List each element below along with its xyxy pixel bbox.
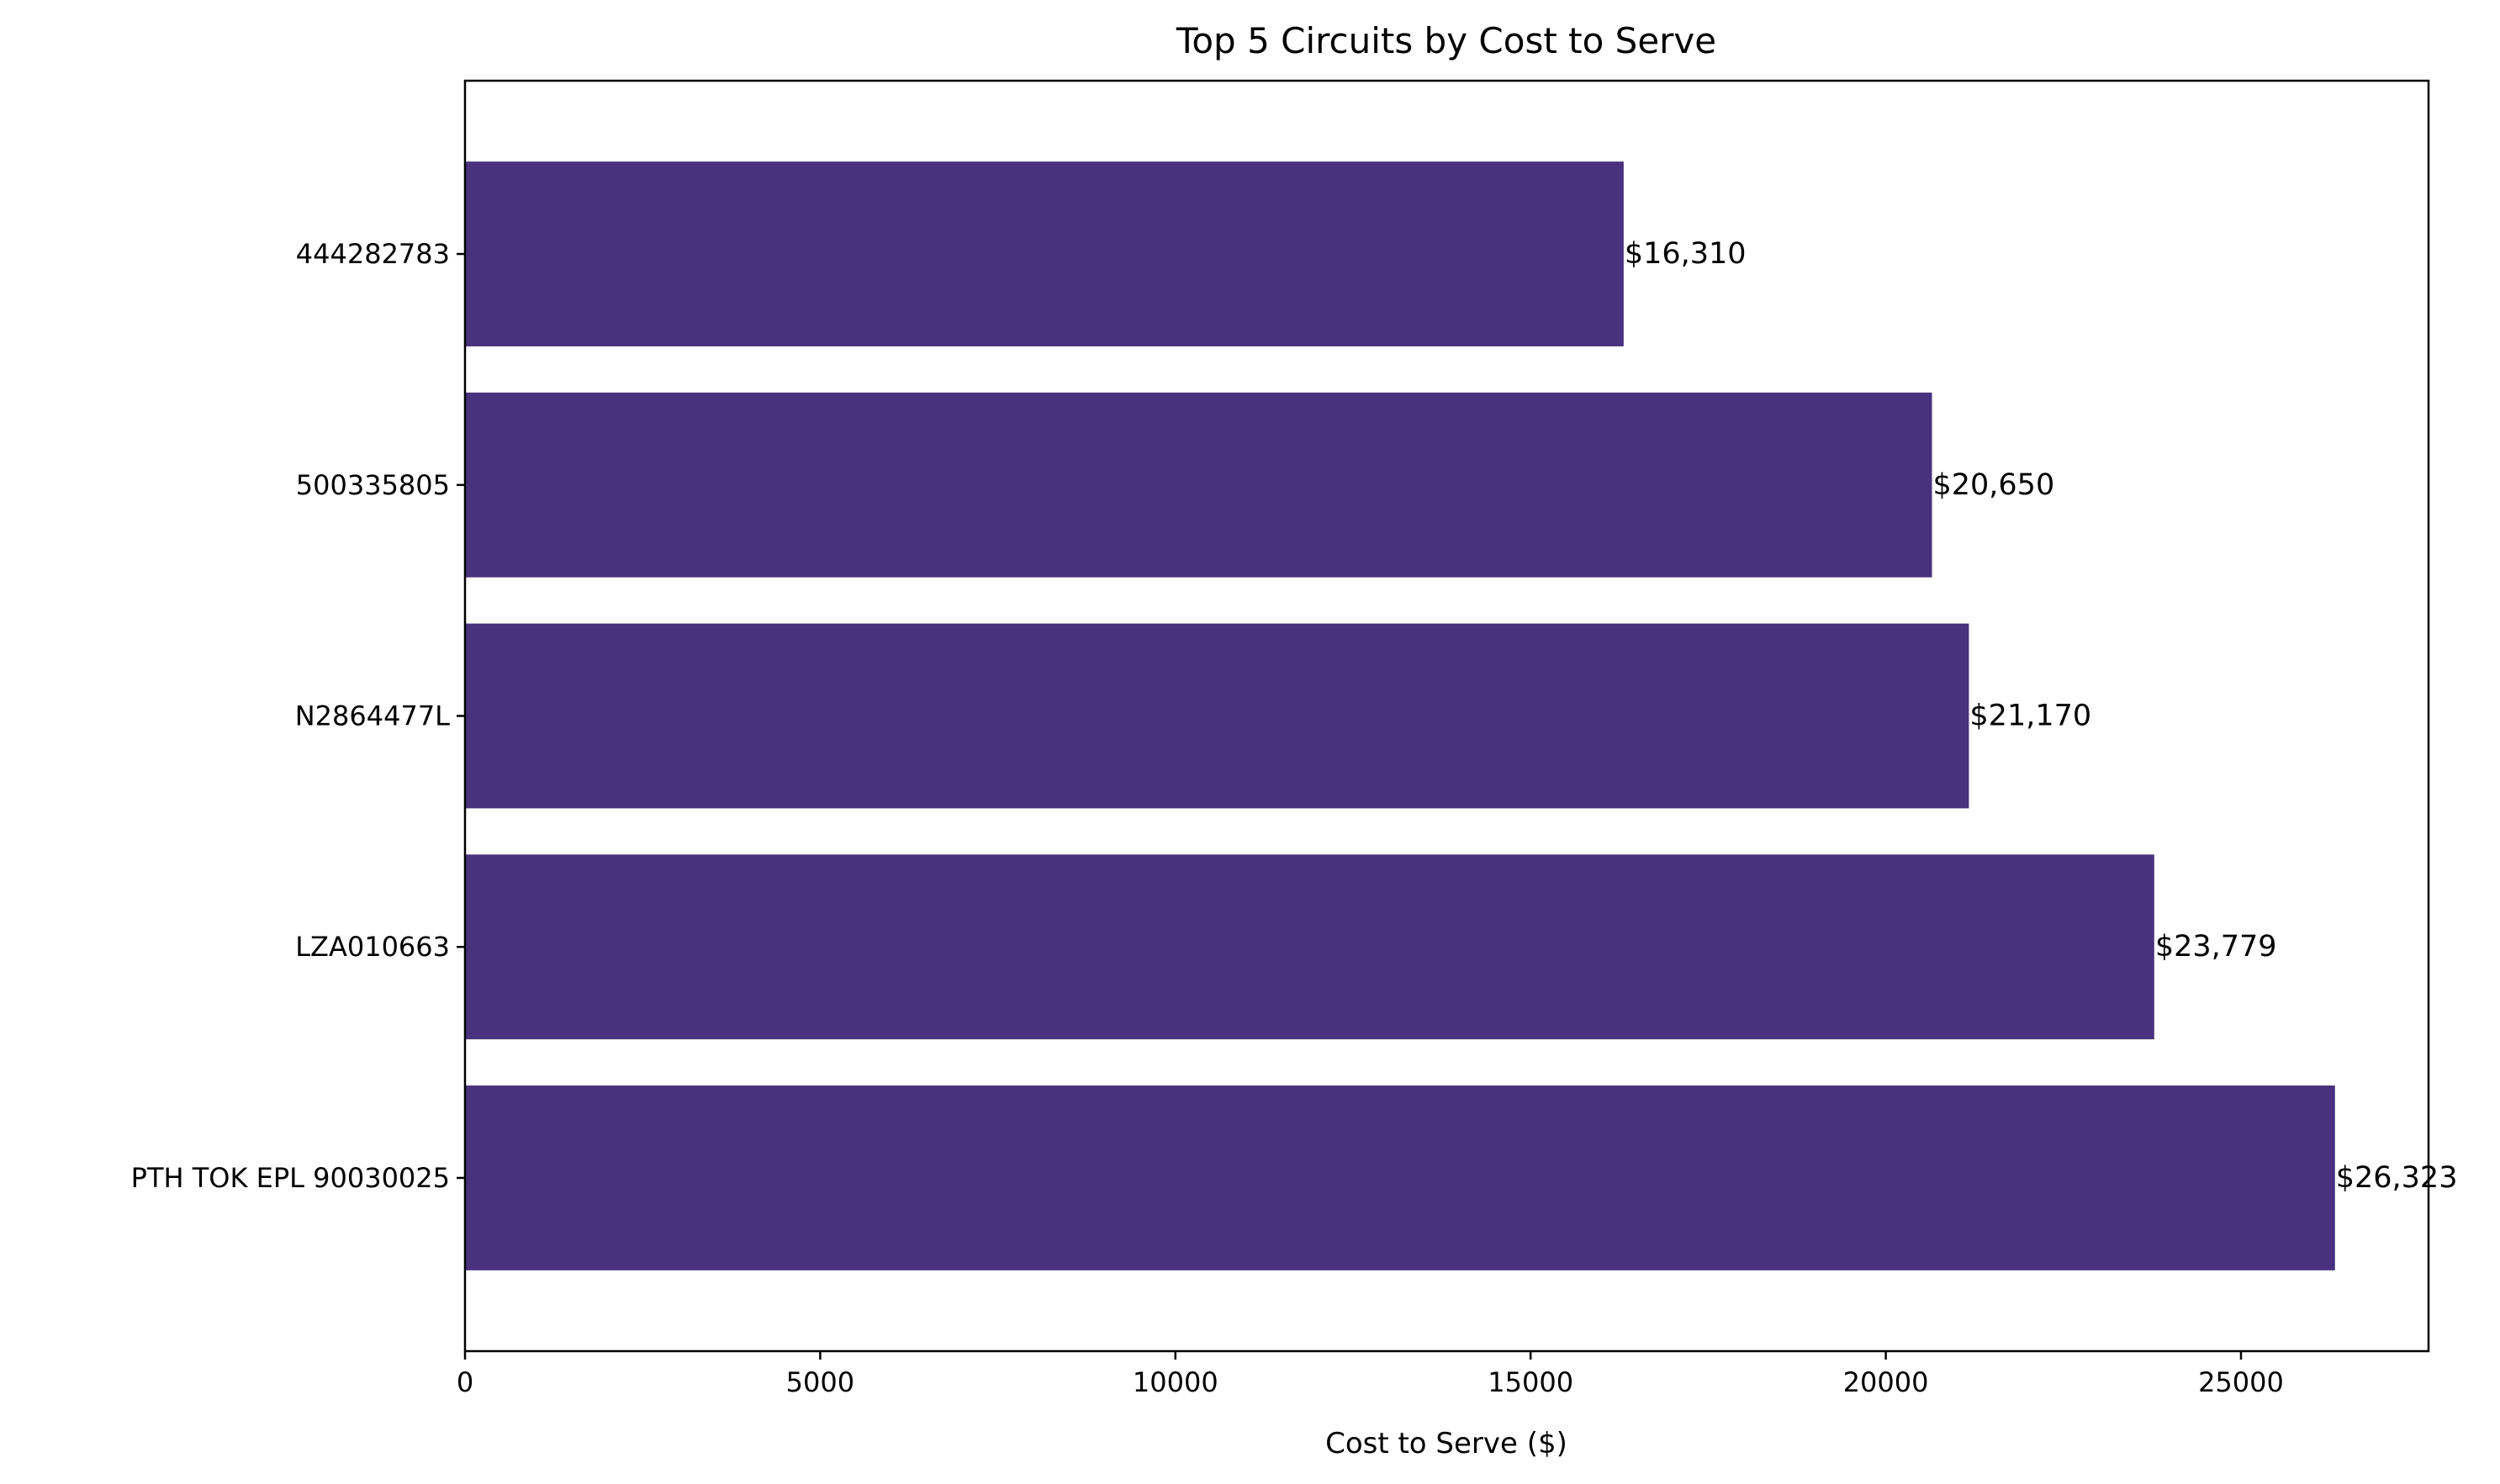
y-tick-label: N2864477L — [295, 700, 450, 732]
bar-value-label: $21,170 — [1969, 700, 2091, 733]
x-tick-label: 15000 — [1488, 1366, 1573, 1398]
bar — [465, 161, 1624, 346]
x-tick-label: 20000 — [1843, 1366, 1929, 1398]
bars — [465, 161, 2335, 1270]
bar — [465, 1085, 2335, 1270]
x-axis-title: Cost to Serve ($) — [1325, 1427, 1567, 1460]
bar — [465, 392, 1932, 578]
bar-value-label: $23,779 — [2155, 930, 2277, 964]
bar — [465, 623, 1969, 809]
bar-value-label: $16,310 — [1625, 237, 1747, 271]
x-tick-label: 10000 — [1133, 1366, 1218, 1398]
y-tick-label: 444282783 — [296, 238, 450, 270]
plot-area-frame — [463, 79, 2430, 1353]
y-tick-label: LZA010663 — [295, 931, 450, 963]
x-tick-label: 5000 — [786, 1366, 854, 1398]
y-axis-ticks: PTH TOK EPL 90030025 LZA010663 N2864477L 50… — [131, 238, 465, 1194]
bar-value-label: $20,650 — [1932, 468, 2054, 502]
y-tick-label: PTH TOK EPL 90030025 — [131, 1162, 450, 1194]
x-tick-label: 25000 — [2198, 1366, 2284, 1398]
y-tick-label: 500335805 — [296, 469, 450, 501]
x-axis-ticks: 0 5000 10000 15000 20000 25000 — [457, 1351, 2284, 1398]
bar — [465, 854, 2154, 1040]
chart-title: Top 5 Circuits by Cost to Serve — [1176, 20, 1716, 61]
bar-value-label: $26,323 — [2336, 1161, 2458, 1195]
data-labels: $26,323 $23,779 $21,170 $20,650 $16,310 — [1625, 237, 2458, 1195]
x-tick-label: 0 — [457, 1366, 473, 1398]
